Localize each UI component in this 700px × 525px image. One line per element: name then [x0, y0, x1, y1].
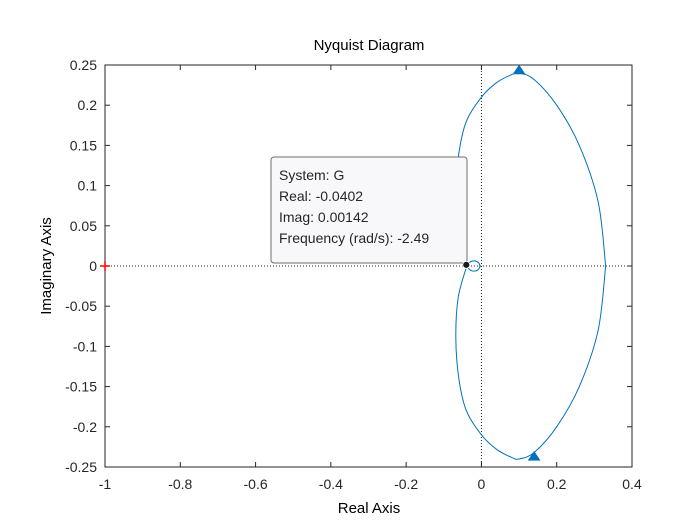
- direction-arrow: [527, 450, 541, 461]
- y-axis-label: Imaginary Axis: [38, 217, 55, 315]
- x-tick-label: 0.2: [547, 476, 567, 492]
- data-tip-marker: [462, 260, 471, 269]
- y-tick-label: -0.2: [73, 419, 97, 435]
- x-tick-label: -0.4: [319, 476, 343, 492]
- data-tip-box: [270, 156, 468, 264]
- data-tip-line: System: G: [279, 167, 344, 183]
- x-axis-label: Real Axis: [338, 500, 401, 517]
- y-tick-label: 0.25: [70, 57, 97, 73]
- curve-lower-branch: [455, 265, 607, 460]
- zero-lines: [105, 65, 632, 467]
- x-tick-label: -1: [99, 476, 112, 492]
- y-tick-label: 0.05: [70, 218, 97, 234]
- y-tick-label: -0.25: [65, 459, 97, 475]
- x-tick-label: -0.2: [394, 476, 418, 492]
- y-tick-label: -0.05: [65, 298, 97, 314]
- chart-title: Nyquist Diagram: [314, 37, 425, 54]
- x-tick-label: -0.8: [168, 476, 192, 492]
- y-tick-label: -0.1: [73, 338, 97, 354]
- x-axis-ticks: -1 -0.8 -0.6 -0.4 -0.2 0 0.2 0.4: [99, 65, 642, 492]
- data-tip[interactable]: System: G Real: -0.0402 Imag: 0.00142 Frequ…: [270, 156, 471, 269]
- direction-arrow: [512, 64, 526, 75]
- x-tick-label: 0: [478, 476, 486, 492]
- x-tick-label: 0.4: [622, 476, 642, 492]
- data-tip-line: Frequency (rad/s): -2.49: [279, 230, 429, 246]
- y-tick-label: -0.15: [65, 379, 97, 395]
- y-tick-label: 0.1: [78, 178, 98, 194]
- y-axis-ticks: 0.25 0.2 0.15 0.1 0.05 0 -0.05 -0.1 -0.15 -0.2 -0.…: [65, 57, 632, 475]
- x-tick-label: -0.6: [244, 476, 268, 492]
- critical-point-marker: [100, 261, 110, 271]
- data-tip-line: Real: -0.0402: [279, 188, 363, 204]
- data-tip-line: Imag: 0.00142: [279, 209, 369, 225]
- y-tick-label: 0.2: [78, 97, 98, 113]
- y-tick-label: 0: [89, 258, 97, 274]
- y-tick-label: 0.15: [70, 137, 97, 153]
